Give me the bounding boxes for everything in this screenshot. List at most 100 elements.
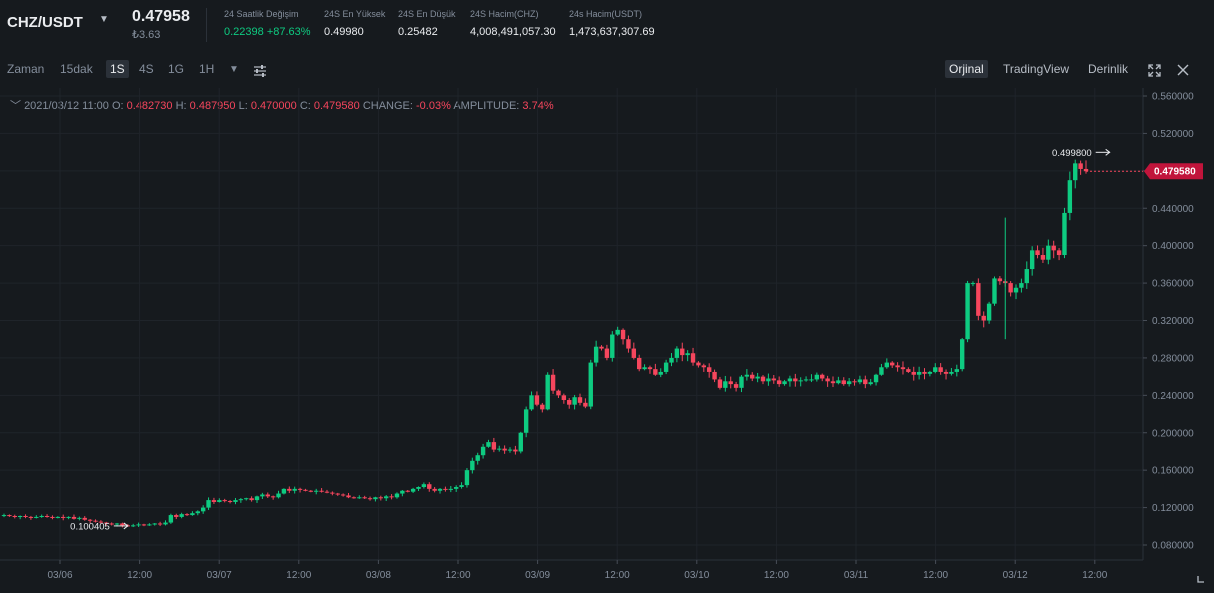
candle-body [378,497,384,499]
candle-body [943,371,949,374]
candle-body [927,371,933,374]
candle-body [739,376,744,388]
candle-body [400,490,405,494]
candle-body [109,523,114,525]
candle-body [254,496,260,501]
candle-body [900,367,906,370]
candle-body [147,524,152,526]
chevron-down-icon[interactable]: ▼ [229,64,239,75]
ohlc-high: 0.487950 [189,100,236,112]
chart-toolbar: Zaman 15dak 1S 4S 1G 1H ▼ Orjinal Tradin… [0,58,1214,84]
candle-body [959,339,965,370]
last-price-local: ₺3.63 [132,29,161,41]
view-original[interactable]: Orjinal [945,60,988,78]
candle-body [733,384,739,388]
last-price-tag-label: 0.479580 [1154,167,1196,178]
candle-body [1078,163,1083,169]
candle-body [195,511,200,514]
collapse-chevron-icon[interactable]: ﹀ [10,100,21,112]
stat-value: 1,473,637,307.69 [569,26,655,38]
candle-body [750,374,755,379]
candle-body [453,487,459,489]
interval-15m[interactable]: 15dak [60,62,93,76]
candle-body [1056,250,1062,256]
candle-body [93,520,98,522]
x-tick-label: 12:00 [127,570,152,581]
ohlc-close-label: C: [299,100,311,112]
candlestick-chart[interactable]: 0.5600000.5200000.4800000.4400000.400000… [0,88,1214,593]
candle-body [174,515,179,517]
y-tick-label: 0.240000 [1152,391,1194,402]
candle-body [949,371,954,374]
interval-1h[interactable]: 1S [106,60,129,78]
candle-body [997,278,1003,282]
x-tick-label: 03/06 [47,570,72,581]
close-icon[interactable] [1177,64,1189,76]
candle-body [437,488,443,491]
candle-body [766,378,771,382]
candle-body [50,516,55,518]
pair-selector[interactable]: CHZ/USDT [7,14,83,31]
candle-body [346,495,351,498]
candle-body [367,498,373,500]
candle-body [443,488,448,490]
last-price: 0.47958 [132,8,190,25]
candle-body [217,500,222,502]
candle-body [701,365,707,368]
candle-body [87,519,93,521]
candle-body [470,460,475,471]
fullscreen-icon[interactable] [1148,64,1161,77]
candle-body [17,516,23,518]
candle-body [303,489,308,491]
view-depth[interactable]: Derinlik [1088,62,1129,76]
view-tradingview[interactable]: TradingView [1003,62,1070,76]
y-tick-label: 0.560000 [1152,92,1194,103]
candle-body [992,278,997,304]
candle-body [1029,250,1035,270]
candle-body [179,514,184,517]
candle-body [12,516,17,518]
candle-body [432,488,437,491]
y-tick-label: 0.080000 [1152,541,1194,552]
candle-body [863,379,868,385]
candle-body [77,517,82,519]
candle-body [373,497,378,500]
ohlc-close: 0.479580 [313,100,360,112]
candle-body [545,374,550,410]
candle-body [1008,283,1013,293]
ohlc-high-label: H: [175,100,187,112]
candle-body [157,523,163,525]
candle-body [330,492,335,494]
indicator-settings-icon[interactable] [253,64,267,78]
x-tick-label: 03/10 [684,570,709,581]
candle-body [798,380,803,382]
candle-body [820,374,825,379]
interval-1w[interactable]: 1H [199,62,215,76]
caret-down-icon[interactable]: ▼ [99,14,109,25]
y-tick-label: 0.520000 [1152,129,1194,140]
candle-body [637,357,642,370]
candle-body [389,496,394,498]
y-tick-label: 0.400000 [1152,241,1194,252]
candle-body [28,516,34,518]
candle-body [1019,283,1024,288]
candle-body [340,494,346,496]
candle-body [868,382,873,385]
candle-body [491,442,497,450]
candle-body [260,494,265,497]
candle-body [184,514,190,516]
candle-body [1024,269,1029,284]
candle-body [604,348,610,358]
interval-4h[interactable]: 4S [139,62,154,76]
candle-body [168,515,174,523]
candle-body [846,381,852,385]
candle-body [292,488,297,491]
candle-body [873,374,879,383]
interval-1d[interactable]: 1G [168,62,185,76]
ohlc-amplitude-label: AMPLITUDE: [453,100,520,112]
candle-body [830,381,836,384]
candle-body [857,379,863,383]
candle-body [190,513,195,516]
candle-body [550,374,556,391]
y-tick-label: 0.120000 [1152,503,1194,514]
